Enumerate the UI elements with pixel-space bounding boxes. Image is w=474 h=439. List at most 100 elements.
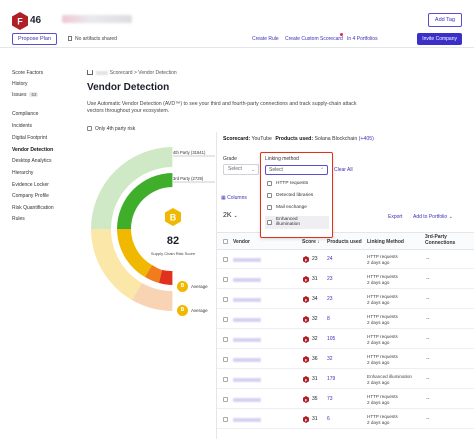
col-third-party-connections[interactable]: 3rd-Party Connections: [425, 234, 456, 246]
table-row[interactable]: F 35 73 HTTP requests 2 days ago --: [217, 391, 474, 409]
invite-company-button[interactable]: Invite Company: [417, 33, 462, 45]
vendor-name-redacted[interactable]: [233, 278, 261, 282]
add-to-portfolio-button[interactable]: Add to Portfolio ⌄: [413, 214, 453, 220]
row-products-link[interactable]: 73: [327, 396, 333, 402]
row-checkbox[interactable]: [223, 357, 228, 362]
average-label-2: Average: [191, 308, 208, 313]
ring-3rd-party-yellow[interactable]: [117, 229, 152, 277]
sidebar-item-digital-footprint[interactable]: Digital Footprint: [12, 135, 48, 141]
row-method-time: 2 days ago: [367, 299, 390, 305]
table-row[interactable]: F 31 6 HTTP requests 2 days ago --: [217, 411, 474, 429]
table-row[interactable]: F 31 179 Enhanced illumination 2 days ago --: [217, 371, 474, 389]
propose-plan-button[interactable]: Propose Plan: [12, 33, 58, 45]
vendor-name-redacted[interactable]: [233, 298, 261, 302]
col-score[interactable]: Score ↓: [302, 239, 320, 245]
sidebar-item-desktop-analytics[interactable]: Desktop Analytics: [12, 158, 52, 164]
checkbox[interactable]: [267, 205, 272, 210]
row-checkbox[interactable]: [223, 317, 228, 322]
grade-select[interactable]: Select ⌄: [223, 164, 259, 175]
portfolios-link[interactable]: In 4 Portfolios: [347, 36, 378, 42]
row-checkbox[interactable]: [223, 297, 228, 302]
row-method-label: HTTP requests: [367, 274, 398, 279]
table-row[interactable]: F 36 32 HTTP requests 2 days ago --: [217, 351, 474, 369]
vendor-name-redacted[interactable]: [233, 358, 261, 362]
export-button[interactable]: Export: [388, 214, 403, 220]
row-products-link[interactable]: 32: [327, 356, 333, 362]
col-linking-method[interactable]: Linking Method: [367, 239, 404, 245]
sidebar-item-score-factors[interactable]: Score Factors: [12, 70, 44, 76]
row-checkbox[interactable]: [223, 417, 228, 422]
checkbox[interactable]: [267, 181, 272, 186]
sidebar-item-evidence-locker[interactable]: Evidence Locker: [12, 182, 49, 188]
row-products-link[interactable]: 6: [327, 416, 330, 422]
row-score: 32: [312, 316, 318, 322]
select-all-checkbox[interactable]: [223, 239, 228, 244]
chevron-up-icon: ⌃: [320, 167, 324, 172]
table-row[interactable]: F 32 8 HTTP requests 2 days ago --: [217, 311, 474, 329]
ring-label-4th-party[interactable]: 4th Party (31641): [173, 150, 206, 155]
ring-label-3rd-party[interactable]: 3rd Party (2729): [173, 176, 204, 181]
row-checkbox[interactable]: [223, 377, 228, 382]
col-vendor[interactable]: Vendor: [233, 239, 250, 245]
create-custom-scorecard-link[interactable]: Create Custom Scorecard: [285, 36, 343, 42]
home-icon[interactable]: [87, 70, 93, 75]
col-products[interactable]: Products used: [327, 239, 362, 245]
row-score: 31: [312, 416, 318, 422]
row-products-link[interactable]: 24: [327, 256, 333, 262]
only-4th-party-toggle[interactable]: Only 4th party risk: [87, 126, 135, 132]
linking-method-dropdown[interactable]: Linking method Select ⌃ HTTP requests Det…: [260, 152, 333, 238]
sidebar-item-company-profile[interactable]: Company Profile: [12, 193, 49, 199]
option-enhanced-illumination[interactable]: Enhanced illumination: [265, 216, 329, 229]
row-checkbox[interactable]: [223, 397, 228, 402]
breadcrumb-scorecard[interactable]: Scorecard: [109, 70, 133, 76]
add-tag-button[interactable]: Add Tag: [427, 13, 462, 27]
sidebar-item-hierarchy[interactable]: Hierarchy: [12, 170, 34, 176]
sidebar-item-history[interactable]: History: [12, 81, 28, 87]
products-value: Solana Blockchain: [314, 136, 358, 142]
row-products-link[interactable]: 8: [327, 316, 330, 322]
page-size-select[interactable]: 2K ⌄: [223, 212, 238, 219]
ring-4th-party-orange[interactable]: [132, 283, 173, 311]
vendor-name-redacted[interactable]: [233, 418, 261, 422]
vendor-name-redacted[interactable]: [233, 318, 261, 322]
create-rule-link[interactable]: Create Rule: [252, 36, 279, 42]
vendor-name-redacted[interactable]: [233, 338, 261, 342]
ring-4th-party-green[interactable]: [91, 147, 173, 229]
ring-4th-party-yellow[interactable]: [91, 229, 142, 300]
table-row[interactable]: F 34 23 HTTP requests 2 days ago --: [217, 291, 474, 309]
sidebar-item-incidents[interactable]: Incidents: [12, 123, 33, 129]
vendor-name-redacted[interactable]: [233, 398, 261, 402]
row-products-link[interactable]: 179: [327, 376, 336, 382]
sidebar-item-rules[interactable]: Rules: [12, 216, 25, 222]
ring-3rd-party-green[interactable]: [117, 173, 173, 229]
ring-3rd-party-red[interactable]: [159, 270, 173, 285]
products-more-link[interactable]: (+405): [358, 136, 374, 142]
sidebar-item-compliance[interactable]: Compliance: [12, 111, 39, 117]
row-checkbox[interactable]: [223, 337, 228, 342]
checkbox[interactable]: [267, 220, 272, 225]
row-third-party-connections: --: [426, 336, 430, 342]
sidebar-item-vendor-detection[interactable]: Vendor Detection: [12, 147, 54, 153]
row-checkbox[interactable]: [223, 257, 228, 262]
row-linking-method: HTTP requests 2 days ago: [367, 334, 398, 345]
table-row[interactable]: F 31 23 HTTP requests 2 days ago --: [217, 271, 474, 289]
vendor-name-redacted[interactable]: [233, 258, 261, 262]
row-checkbox[interactable]: [223, 277, 228, 282]
row-products-link[interactable]: 105: [327, 336, 336, 342]
checkbox[interactable]: [87, 126, 92, 131]
row-method-time: 2 days ago: [367, 259, 390, 265]
row-products-link[interactable]: 23: [327, 296, 333, 302]
table-row[interactable]: F 23 24 HTTP requests 2 days ago --: [217, 251, 474, 269]
columns-button[interactable]: ▦ Columns: [221, 195, 247, 201]
vendor-name-redacted[interactable]: [233, 378, 261, 382]
table-row[interactable]: F 32 105 HTTP requests 2 days ago --: [217, 331, 474, 349]
center-score-label: Supply Chain Risk Score: [151, 251, 196, 256]
checkbox[interactable]: [267, 193, 272, 198]
linking-method-select[interactable]: Select ⌃: [265, 165, 328, 175]
svg-text:F: F: [305, 257, 308, 262]
sidebar-item-issues[interactable]: Issues 63: [12, 92, 39, 98]
clear-all-link[interactable]: Clear All: [334, 167, 353, 173]
ring-3rd-party-orange[interactable]: [145, 265, 162, 283]
row-products-link[interactable]: 23: [327, 276, 333, 282]
sidebar-item-risk-quantification[interactable]: Risk Quantification: [12, 205, 54, 211]
